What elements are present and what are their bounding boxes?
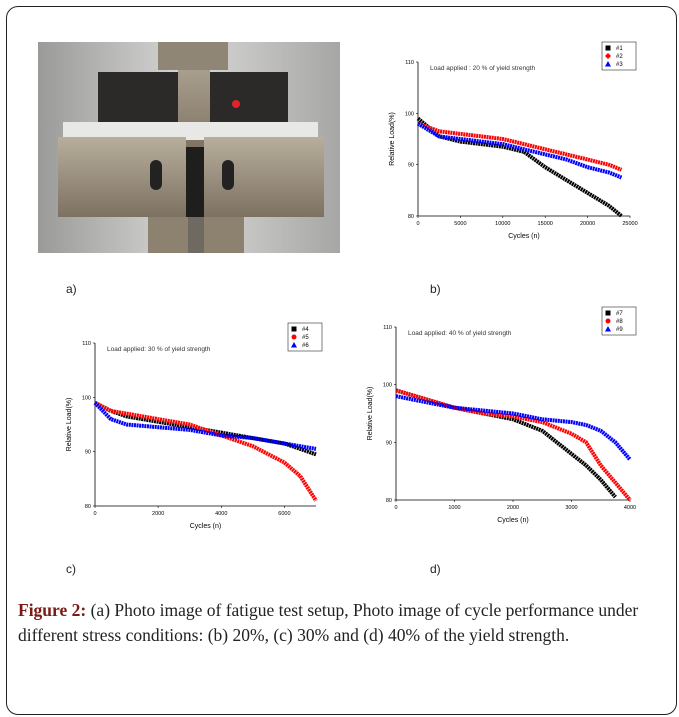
legend-marker: [605, 45, 611, 51]
legend-marker: [291, 334, 297, 340]
x-tick-label: 5000: [454, 221, 466, 227]
x-tick-label: 2000: [507, 505, 519, 511]
charts: 0 5000 10000 15000 20000 250008090100110Cycle…: [66, 41, 638, 530]
series-line: [94, 401, 318, 502]
y-tick-label: 110: [82, 341, 91, 347]
series-line: [94, 401, 317, 457]
x-tick-label: 0: [416, 221, 419, 227]
y-tick-label: 80: [408, 214, 414, 220]
legend-label: #8: [616, 319, 623, 325]
legend-marker: [605, 310, 611, 316]
x-tick-label: 2000: [152, 511, 164, 517]
y-axis-label: Relative Load(%): [389, 112, 396, 166]
x-tick-label: 1000: [448, 505, 460, 511]
x-tick-label: 10000: [495, 221, 510, 227]
x-tick-label: 25000: [622, 221, 637, 227]
y-tick-label: 110: [405, 60, 414, 66]
y-tick-label: 90: [386, 440, 392, 446]
legend-marker: [605, 326, 611, 332]
panel-label: b): [430, 282, 441, 296]
legend-marker: [605, 318, 611, 324]
x-tick-label: 0: [394, 505, 397, 511]
x-tick-label: 4000: [215, 511, 227, 517]
legend-label: #2: [616, 54, 623, 60]
legend-label: #7: [616, 311, 623, 317]
legend-marker: [605, 53, 611, 59]
y-tick-label: 90: [408, 163, 414, 169]
legend-label: #3: [616, 62, 623, 68]
series-line: [417, 121, 623, 172]
panel-label: d): [430, 562, 441, 576]
legend-marker: [291, 326, 297, 332]
x-tick-label: 0: [93, 511, 96, 517]
x-tick-label: 15000: [538, 221, 553, 227]
x-axis-label: Cycles (n): [508, 233, 540, 240]
caption-label: Figure 2:: [18, 600, 87, 620]
series-line: [395, 388, 617, 499]
y-tick-label: 100: [405, 111, 414, 117]
y-tick-label: 80: [386, 498, 392, 504]
legend-marker: [291, 342, 297, 348]
panel-label: a): [66, 282, 77, 296]
x-tick-label: 6000: [278, 511, 290, 517]
series-line: [395, 394, 632, 461]
panel-label: c): [66, 562, 76, 576]
legend-label: #9: [616, 327, 623, 333]
figure-frame: [6, 6, 677, 715]
y-tick-label: 110: [383, 325, 392, 331]
y-tick-label: 80: [85, 504, 91, 510]
photo: [38, 42, 340, 253]
legend-label: #5: [302, 335, 309, 341]
annotation: Load applied: 30 % of yield strength: [107, 346, 211, 353]
caption-text: (a) Photo image of fatigue test setup, P…: [18, 600, 639, 645]
y-axis-label: Relative Load(%): [66, 398, 73, 452]
y-tick-label: 100: [383, 383, 392, 389]
series-line: [395, 388, 632, 502]
legend-label: #1: [616, 46, 623, 52]
x-axis-label: Cycles (n): [190, 523, 222, 530]
legend-label: #6: [302, 343, 309, 349]
series-line: [416, 121, 623, 180]
legend-marker: [605, 61, 611, 67]
legend-label: #4: [302, 327, 309, 333]
annotation: Load applied: 40 % of yield strength: [408, 330, 512, 337]
x-tick-label: 3000: [565, 505, 577, 511]
series-line: [93, 401, 317, 451]
x-axis-label: Cycles (n): [497, 517, 529, 524]
caption: Figure 2: (a) Photo image of fatigue tes…: [18, 598, 668, 648]
y-axis-label: Relative Load(%): [367, 387, 374, 441]
y-tick-label: 100: [82, 395, 91, 401]
annotation: Load applied : 20 % of yield strength: [430, 65, 536, 72]
x-tick-label: 4000: [624, 505, 636, 511]
y-tick-label: 90: [85, 450, 91, 456]
x-tick-label: 20000: [580, 221, 595, 227]
